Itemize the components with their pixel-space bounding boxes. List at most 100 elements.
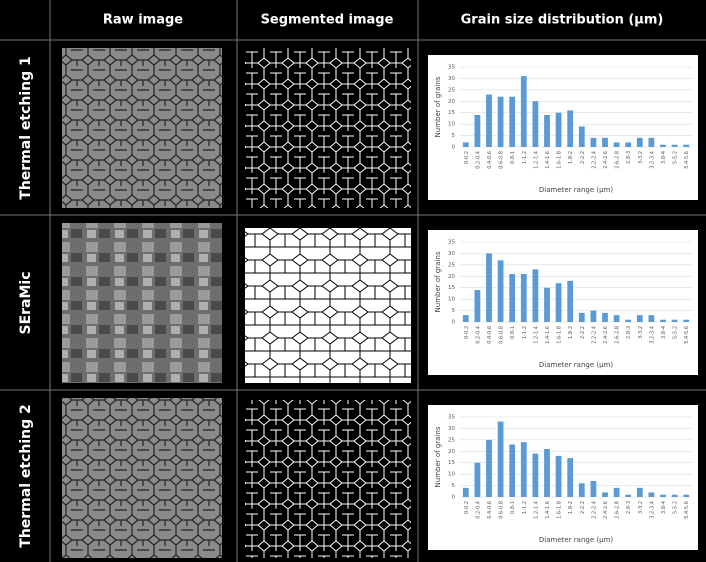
x-tick-label: 1.6-1.8 [557, 326, 563, 344]
bar [625, 494, 632, 497]
y-tick-label: 20 [448, 449, 455, 455]
x-tick-label: 1.2-1.4 [533, 501, 539, 519]
bar [660, 494, 666, 497]
y-tick-label: 10 [448, 472, 455, 478]
bar [462, 315, 469, 322]
chart-background [428, 55, 698, 200]
bar [636, 137, 643, 147]
bar [520, 274, 527, 322]
x-tick-label: 2-2.2 [580, 326, 586, 339]
bar [509, 444, 516, 497]
y-tick-label: 10 [448, 122, 455, 128]
bar [486, 439, 492, 497]
y-tick-label: 35 [448, 65, 455, 71]
y-axis-title: Number of grains [434, 426, 442, 487]
bar [555, 455, 562, 497]
x-tick-label: 0.2-0.4 [475, 151, 481, 169]
bar [474, 462, 481, 497]
y-tick-label: 5 [452, 133, 456, 139]
bar [509, 274, 516, 322]
bar [590, 310, 597, 322]
bar [636, 487, 643, 497]
x-tick-label: 0.4-0.6 [487, 501, 493, 519]
bar [532, 101, 539, 147]
bar [555, 112, 562, 147]
y-tick-label: 5 [452, 483, 456, 489]
bar [683, 494, 690, 497]
row-label: SEraMic [18, 271, 34, 334]
x-tick-label: 2-2.2 [580, 501, 586, 514]
bar [590, 137, 597, 147]
x-tick-label: 0.8-1 [510, 501, 516, 514]
x-tick-label: 1.4-1.6 [545, 326, 551, 344]
x-axis-title: Diameter range (μm) [539, 186, 613, 194]
raw-image [62, 223, 222, 383]
row-label: Thermal etching 2 [18, 404, 34, 547]
y-tick-label: 25 [448, 262, 455, 268]
y-tick-label: 0 [452, 145, 456, 151]
bar [486, 94, 492, 147]
bar [602, 312, 608, 322]
x-tick-label: 0-0.2 [464, 151, 470, 164]
x-tick-label: 2.8-3 [626, 326, 632, 339]
x-tick-label: 1.2-1.4 [533, 151, 539, 169]
x-tick-label: 0.6-0.8 [499, 501, 505, 519]
bar [683, 319, 690, 322]
bar [648, 315, 655, 322]
bar [625, 142, 632, 147]
bar [555, 283, 562, 322]
y-tick-label: 15 [448, 110, 455, 116]
bar [671, 319, 678, 322]
x-tick-label: 1.6-1.8 [557, 501, 563, 519]
bar [520, 76, 527, 147]
bar [590, 481, 597, 497]
x-tick-label: 0-0.2 [464, 326, 470, 339]
x-tick-label: 1.4-1.6 [545, 151, 551, 169]
bar [683, 144, 690, 147]
bar [567, 458, 574, 497]
x-tick-label: 2-2.2 [580, 151, 586, 164]
x-tick-label: 0.2-0.4 [475, 501, 481, 519]
x-tick-label: 5.4-5.6 [684, 501, 690, 519]
chart-background [428, 230, 698, 375]
bar [462, 487, 469, 497]
bar [497, 96, 504, 147]
x-tick-label: 5-5.2 [673, 151, 679, 164]
raw-image [62, 398, 222, 558]
x-tick-label: 1-1.2 [522, 326, 528, 339]
bar [613, 487, 620, 497]
bar [486, 253, 492, 322]
bar [671, 494, 678, 497]
x-tick-label: 0.6-0.8 [499, 326, 505, 344]
bar [613, 142, 620, 147]
bar [578, 312, 585, 322]
x-tick-label: 3-3.2 [638, 326, 644, 339]
y-tick-label: 25 [448, 437, 455, 443]
x-tick-label: 0.4-0.6 [487, 151, 493, 169]
x-tick-label: 1.2-1.4 [533, 326, 539, 344]
x-tick-label: 0.8-1 [510, 326, 516, 339]
y-tick-label: 20 [448, 99, 455, 105]
x-tick-label: 2.2-2.4 [591, 501, 597, 519]
bar [671, 144, 678, 147]
y-axis-title: Number of grains [434, 251, 442, 312]
bar [520, 442, 527, 497]
x-tick-label: 0.8-1 [510, 151, 516, 164]
x-tick-label: 3.8-4 [661, 151, 667, 164]
x-tick-label: 0-0.2 [464, 501, 470, 514]
bar [544, 115, 550, 147]
bar [648, 492, 655, 497]
y-tick-label: 35 [448, 240, 455, 246]
x-tick-label: 5-5.2 [673, 326, 679, 339]
segmented-image [245, 400, 411, 558]
y-tick-label: 30 [448, 251, 455, 257]
bar [602, 137, 608, 147]
x-axis-title: Diameter range (μm) [539, 536, 613, 544]
bar [636, 315, 643, 322]
bar [567, 110, 574, 147]
bar [578, 483, 585, 497]
bar [544, 449, 550, 497]
y-tick-label: 30 [448, 76, 455, 82]
